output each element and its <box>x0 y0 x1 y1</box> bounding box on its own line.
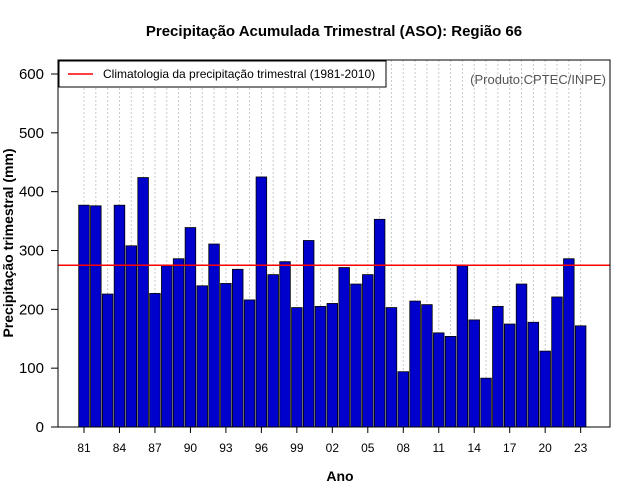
bar-2020 <box>539 350 551 428</box>
x-tick-label: 11 <box>433 441 446 455</box>
plot-frame <box>57 59 611 428</box>
bar-2012 <box>444 335 457 428</box>
legend: Climatologia da precipitação trimestral … <box>58 60 387 88</box>
y-tick-label: 400 <box>19 184 44 201</box>
bar-2002 <box>326 303 339 428</box>
x-tick-label: 17 <box>503 441 517 455</box>
bar-2004 <box>350 283 362 428</box>
bar-2022 <box>563 258 575 428</box>
y-tick-label: 500 <box>19 125 44 142</box>
x-tick-label: 84 <box>113 441 127 455</box>
bar-2001 <box>314 305 327 428</box>
x-tick-label: 08 <box>397 441 411 455</box>
bar-2010 <box>421 304 433 428</box>
x-tick-label: 96 <box>255 441 269 455</box>
bar-2008 <box>397 371 409 428</box>
x-tick-label: 02 <box>326 441 340 455</box>
x-tick-label: 81 <box>77 441 91 455</box>
bar-1994 <box>232 268 244 428</box>
bar-1988 <box>161 265 173 428</box>
x-tick-label: 99 <box>290 441 304 455</box>
bar-1987 <box>149 293 161 428</box>
y-tick-label: 200 <box>19 301 44 318</box>
bar-1986 <box>137 177 149 428</box>
x-tick-label: 20 <box>538 441 552 455</box>
bar-1982 <box>90 205 102 428</box>
bar-1998 <box>279 261 291 428</box>
bar-2014 <box>468 319 480 428</box>
x-tick-label: 87 <box>148 441 162 455</box>
y-axis-label: Precipitação trimestral (mm) <box>0 148 16 337</box>
x-tick-label: 23 <box>574 441 588 455</box>
bar-2016 <box>492 305 504 428</box>
y-tick-label: 100 <box>19 360 44 377</box>
bar-2021 <box>551 296 563 428</box>
bar-2023 <box>574 325 587 428</box>
bar-2009 <box>409 300 421 428</box>
chart-title: Precipitação Acumulada Trimestral (ASO):… <box>146 23 522 40</box>
bar-2017 <box>503 323 516 428</box>
bar-1993 <box>220 283 232 428</box>
bar-2013 <box>456 265 469 428</box>
bar-2011 <box>433 332 445 428</box>
bar-2003 <box>338 267 350 428</box>
bar-1983 <box>101 293 114 428</box>
x-tick-label: 90 <box>184 441 198 455</box>
x-tick-label: 93 <box>219 441 233 455</box>
bar-2000 <box>302 240 315 428</box>
bar-2018 <box>515 283 528 428</box>
bar-2005 <box>362 274 374 428</box>
bar-1981 <box>78 204 90 428</box>
y-tick-label: 300 <box>19 243 44 260</box>
bar-1984 <box>113 204 126 428</box>
credit-text: (Produto:CPTEC/INPE) <box>470 72 606 87</box>
x-tick-label: 05 <box>361 441 375 455</box>
bar-2007 <box>385 307 398 428</box>
bar-2019 <box>527 321 540 428</box>
bar-1996 <box>255 176 268 428</box>
bar-1999 <box>291 307 303 428</box>
legend-box <box>58 60 387 88</box>
bar-1990 <box>184 227 197 428</box>
x-axis-label: Ano <box>326 468 353 484</box>
bars <box>78 176 587 428</box>
y-tick-label: 600 <box>19 66 44 83</box>
bar-1995 <box>243 299 256 428</box>
x-axis: 81 84 87 90 93 96 99 02 05 08 11 14 17 20 23 <box>77 427 588 455</box>
bar-1985 <box>125 245 138 428</box>
bar-1989 <box>172 258 185 428</box>
bar-1992 <box>208 243 220 428</box>
bar-1991 <box>196 285 208 428</box>
bar-2006 <box>373 218 386 428</box>
bar-1997 <box>267 274 279 428</box>
y-axis: 0 100 200 300 400 500 600 <box>19 66 58 436</box>
legend-label: Climatologia da precipitação trimestral … <box>103 67 375 81</box>
x-tick-label: 14 <box>468 441 482 455</box>
y-tick-label: 0 <box>36 419 44 436</box>
bar-2015 <box>480 377 492 428</box>
